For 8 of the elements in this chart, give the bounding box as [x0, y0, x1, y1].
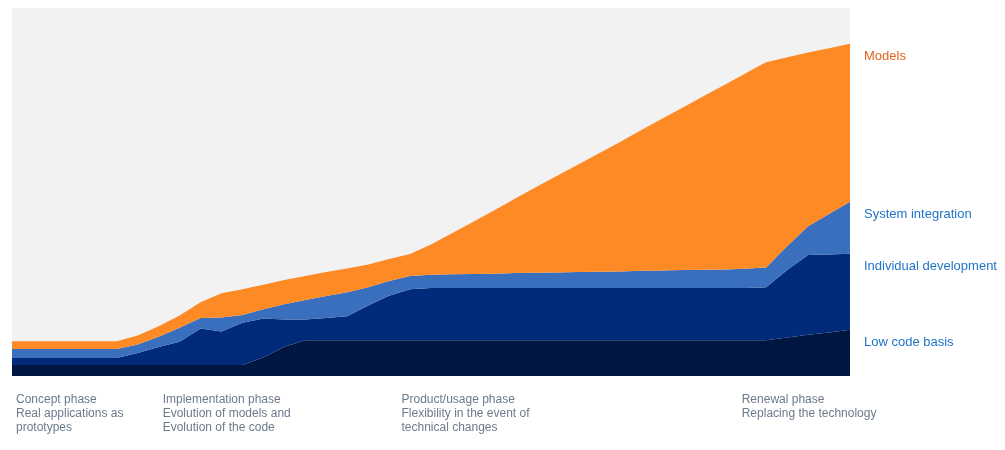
text: Product/usage phase Flexibility in the event of technical changes	[401, 392, 531, 434]
text: Concept phase Real applications as prototypes	[16, 392, 124, 434]
series-label: Low code basis	[864, 333, 955, 349]
series-label: Individual development	[864, 257, 998, 273]
series-label: Models	[864, 47, 907, 63]
text: Implementation phase Evolution of models and Evolution of the code	[162, 392, 291, 434]
text: Renewal phase Replacing the technology	[741, 392, 877, 420]
series-label: System integration	[864, 205, 972, 221]
